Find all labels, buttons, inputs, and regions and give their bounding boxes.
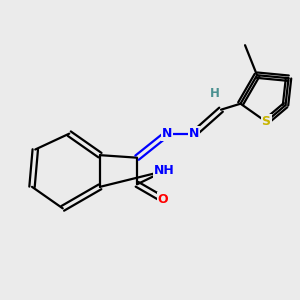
Text: N: N: [162, 127, 172, 140]
Text: H: H: [210, 87, 220, 100]
Text: O: O: [158, 193, 168, 206]
Text: S: S: [262, 115, 271, 128]
Text: NH: NH: [154, 164, 175, 178]
Text: N: N: [189, 127, 199, 140]
